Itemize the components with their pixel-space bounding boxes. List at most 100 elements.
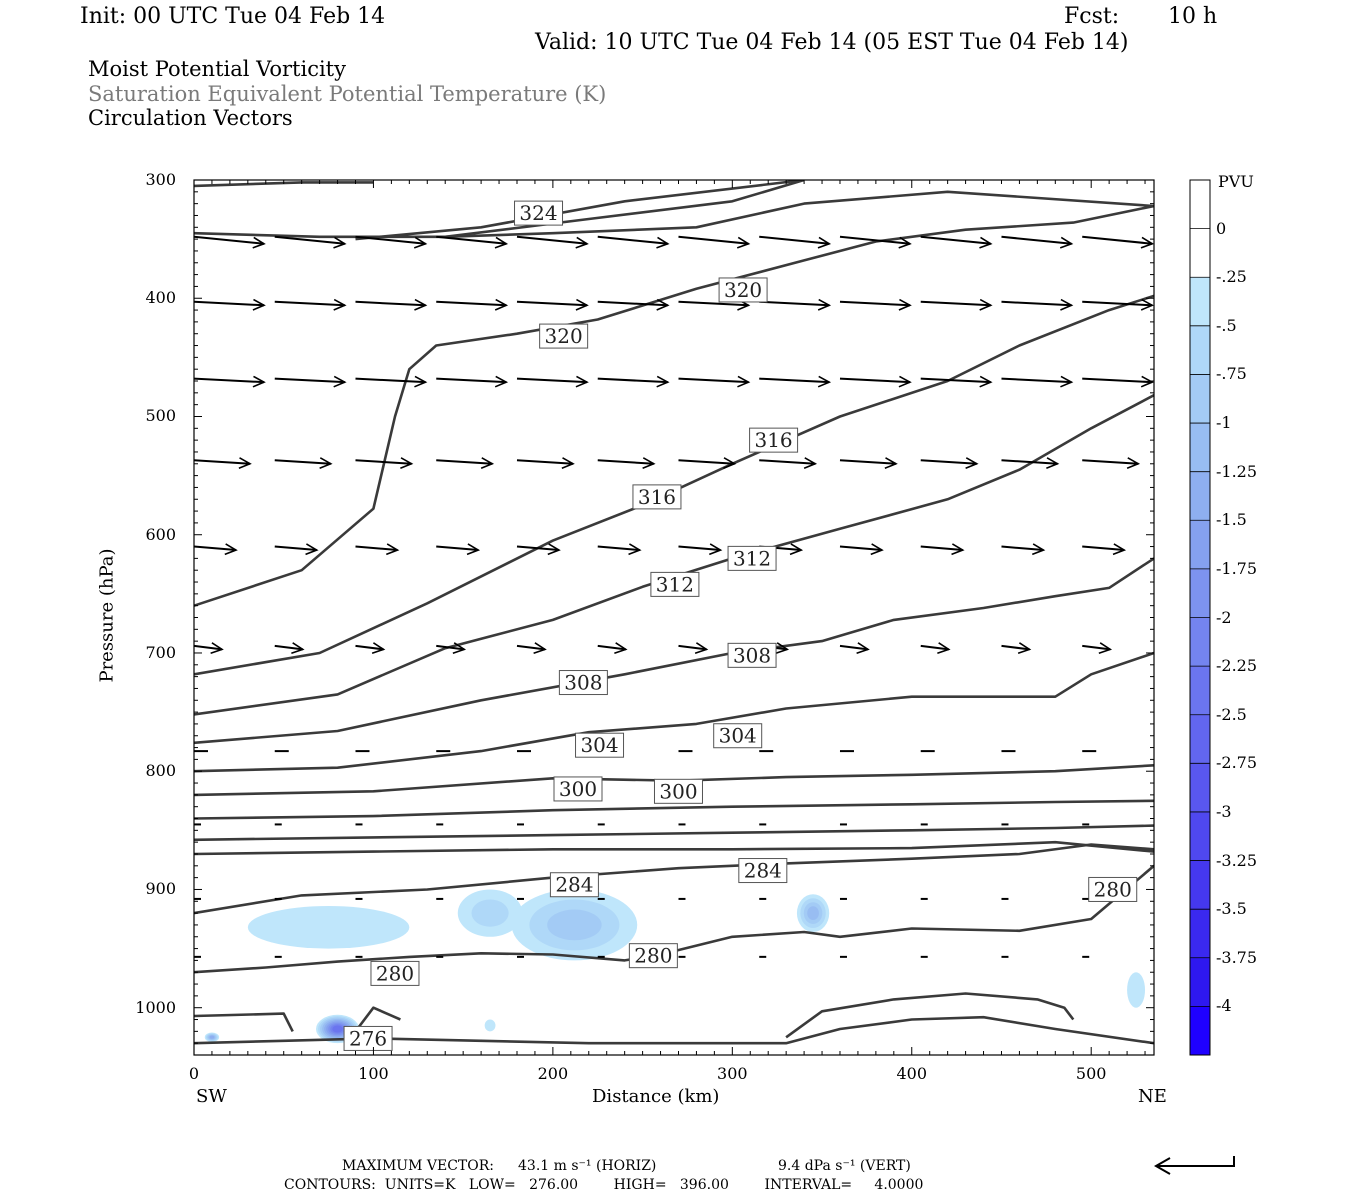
vector-head-3-0 (238, 457, 252, 470)
vector-head-0-1 (333, 236, 347, 249)
vector-shaft-3-10 (1001, 459, 1058, 465)
vector-shaft-4-3 (436, 545, 479, 552)
vector-shaft-3-11 (1082, 459, 1139, 465)
colorbar-swatch-0 (1190, 180, 1210, 230)
x-end-label-sw: SW (196, 1086, 227, 1107)
vector-shaft-1-4 (516, 300, 588, 307)
contour-label-box-11 (553, 776, 603, 802)
vector-shaft-5-9 (920, 644, 949, 651)
vector-head-2-11 (1140, 375, 1154, 388)
contour-label-box-8 (558, 670, 608, 696)
vector-head-4-0 (224, 543, 238, 556)
forecast-label: Fcst: (1064, 4, 1120, 29)
contour-label-16: 280 (634, 944, 672, 968)
vector-shaft-3-0 (194, 459, 251, 465)
colorbar-swatch-12 (1190, 763, 1210, 813)
vector-head-0-6 (736, 236, 751, 249)
circulation-vectors (194, 235, 1154, 958)
field-title-theta: Saturation Equivalent Potential Temperat… (88, 82, 607, 106)
vector-head-2-9 (979, 375, 993, 388)
vector-head-3-9 (965, 457, 979, 470)
colorbar-swatch-11 (1190, 714, 1210, 764)
vector-shaft-1-11 (1082, 300, 1153, 307)
vector-head-5-2 (371, 642, 386, 654)
vector-head-5-5 (614, 642, 628, 654)
theta-contour-11 (194, 824, 1154, 842)
y-tick-label-500: 500 (145, 406, 176, 426)
contour-label-box-9 (713, 723, 763, 749)
vector-shaft-5-3 (436, 644, 465, 651)
vector-shaft-3-6 (678, 459, 735, 465)
vector-shaft-1-8 (839, 300, 911, 307)
vector-head-1-1 (333, 298, 347, 311)
colorbar-label-7: -1.75 (1216, 558, 1258, 578)
vector-head-4-10 (1031, 543, 1046, 556)
vector-head-4-4 (547, 543, 561, 556)
theta-contour-8 (194, 651, 1154, 773)
contour-label-7: 308 (733, 643, 771, 667)
vector-head-5-6 (694, 642, 709, 654)
vector-shaft-1-10 (1001, 300, 1072, 307)
x-tick-label-500: 500 (1075, 1064, 1107, 1083)
vector-shaft-5-1 (274, 644, 303, 651)
contour-label-12: 300 (659, 779, 697, 803)
vector-head-1-4 (575, 298, 589, 311)
vector-head-4-7 (789, 543, 804, 556)
vector-shaft-0-2 (355, 235, 426, 245)
vector-head-0-4 (575, 236, 589, 249)
vector-shaft-1-9 (920, 300, 991, 307)
vector-head-0-10 (1059, 236, 1074, 249)
contour-label-11: 300 (559, 777, 597, 801)
contour-label-6: 312 (656, 572, 694, 596)
contour-label-4: 316 (638, 485, 676, 509)
pv-region-0-level-2 (247, 906, 410, 949)
vector-head-3-6 (723, 457, 737, 470)
pv-region-6-level-6 (209, 1035, 215, 1039)
vector-head-1-3 (494, 298, 509, 311)
colorbar-label-4: -1 (1216, 413, 1232, 433)
vector-head-1-7 (817, 298, 832, 311)
vector-shaft-4-1 (274, 545, 317, 552)
colorbar-label-5: -1.25 (1216, 461, 1258, 481)
vector-shaft-0-4 (516, 235, 588, 245)
vector-head-0-0 (252, 236, 266, 249)
vector-head-5-1 (291, 642, 305, 654)
contour-label-box-14 (549, 872, 599, 898)
vector-head-3-3 (480, 457, 495, 470)
vector-shaft-4-2 (355, 545, 398, 552)
theta-contour-12 (194, 840, 1154, 856)
contour-label-box-6 (650, 571, 700, 597)
colorbar-swatch-2 (1190, 277, 1210, 327)
contour-label-box-18 (343, 1025, 393, 1051)
theta-contour-16 (785, 992, 1075, 1039)
theta-contour-15 (194, 1015, 1154, 1045)
vector-head-3-7 (803, 457, 818, 470)
x-tick-label-0: 0 (188, 1064, 200, 1083)
contour-label-13: 284 (744, 859, 782, 883)
vector-shaft-0-11 (1082, 235, 1153, 245)
vector-shaft-4-0 (194, 545, 237, 552)
valid-time: Valid: 10 UTC Tue 04 Feb 14 (05 EST Tue … (535, 30, 1129, 55)
vector-head-5-8 (856, 642, 870, 654)
x-tick-label-100: 100 (358, 1064, 389, 1083)
vector-head-0-11 (1140, 236, 1154, 249)
contour-label-box-5 (727, 545, 777, 571)
colorbar-label-16: -4 (1216, 996, 1232, 1016)
max-vector-vert: 9.4 dPa s⁻¹ (VERT) (778, 1158, 911, 1174)
vector-head-2-7 (817, 375, 832, 388)
colorbar-unit: PVU (1218, 172, 1254, 191)
x-tick-label-200: 200 (537, 1064, 569, 1083)
vector-shaft-0-0 (194, 235, 265, 245)
vector-shaft-4-5 (597, 545, 640, 552)
x-end-label-ne: NE (1138, 1086, 1167, 1107)
max-vector-label: MAXIMUM VECTOR: (342, 1158, 494, 1174)
vector-shaft-2-5 (597, 377, 668, 384)
vector-shaft-1-5 (597, 300, 668, 307)
vector-shaft-1-2 (355, 300, 426, 307)
vector-head-1-0 (252, 298, 266, 311)
vector-shaft-0-6 (678, 235, 749, 245)
vector-shaft-4-11 (1082, 545, 1125, 552)
colorbar-swatch-5 (1190, 423, 1210, 473)
contour-label-14: 284 (555, 873, 593, 897)
contour-label-18: 276 (349, 1026, 387, 1050)
